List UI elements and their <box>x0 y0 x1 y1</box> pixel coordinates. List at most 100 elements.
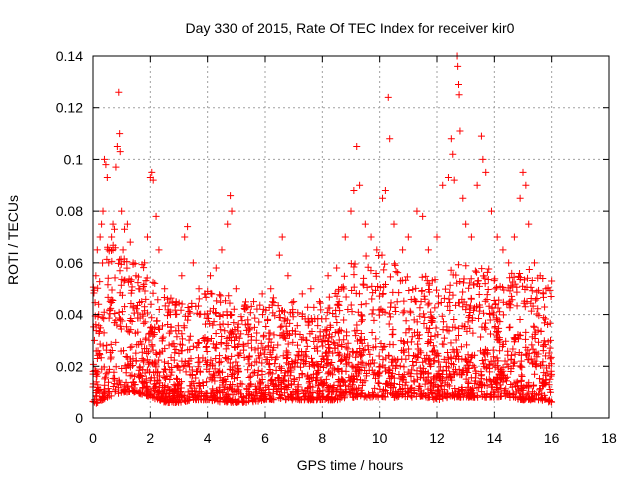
data-point <box>400 297 408 305</box>
data-point <box>400 363 408 371</box>
data-point <box>444 353 452 361</box>
data-point <box>153 369 161 377</box>
data-point <box>335 375 343 383</box>
data-point <box>284 330 292 338</box>
data-point <box>188 378 196 386</box>
data-point <box>374 379 382 387</box>
data-point <box>264 382 272 390</box>
data-point <box>272 366 280 374</box>
data-point <box>524 356 532 364</box>
data-point <box>402 355 410 363</box>
x-tick-label: 10 <box>372 430 388 446</box>
data-point <box>345 382 353 390</box>
data-point <box>316 299 324 307</box>
data-point <box>482 168 490 176</box>
data-point <box>438 382 446 390</box>
data-point <box>195 388 203 396</box>
data-point <box>548 370 556 378</box>
data-point <box>153 317 161 325</box>
data-point <box>202 320 210 328</box>
data-point <box>340 285 348 293</box>
data-point <box>400 307 408 315</box>
data-point <box>207 272 215 280</box>
data-point <box>467 294 475 302</box>
data-point <box>283 359 291 367</box>
data-point <box>386 381 394 389</box>
data-point <box>335 287 343 295</box>
data-point <box>352 353 360 361</box>
data-point <box>360 336 368 344</box>
data-point <box>406 385 414 393</box>
data-point <box>450 361 458 369</box>
data-point <box>138 298 146 306</box>
data-point <box>433 394 441 402</box>
data-point <box>216 374 224 382</box>
data-point <box>155 383 163 391</box>
data-point <box>465 313 473 321</box>
data-point <box>193 344 201 352</box>
data-point <box>323 352 331 360</box>
data-point <box>424 370 432 378</box>
data-point <box>372 269 380 277</box>
data-point <box>483 268 491 276</box>
data-point <box>260 331 268 339</box>
data-point <box>277 395 285 403</box>
data-point <box>298 310 306 318</box>
data-point <box>359 346 367 354</box>
data-point <box>487 330 495 338</box>
data-point <box>466 308 474 316</box>
data-point <box>422 357 430 365</box>
data-point <box>342 343 350 351</box>
data-point <box>464 318 472 326</box>
data-point <box>485 309 493 317</box>
data-point <box>338 388 346 396</box>
data-point <box>389 362 397 370</box>
data-point <box>405 345 413 353</box>
data-point <box>143 233 151 241</box>
data-point <box>154 296 162 304</box>
data-point <box>527 355 535 363</box>
data-point <box>480 272 488 280</box>
data-point <box>518 385 526 393</box>
data-point <box>90 336 98 344</box>
data-point <box>368 329 376 337</box>
data-point <box>195 339 203 347</box>
data-point <box>316 391 324 399</box>
data-point <box>386 135 394 143</box>
data-point <box>532 328 540 336</box>
data-point <box>439 326 447 334</box>
data-point <box>344 339 352 347</box>
data-point <box>352 289 360 297</box>
data-point <box>491 324 499 332</box>
data-point <box>165 299 173 307</box>
data-point <box>141 318 149 326</box>
data-point <box>535 286 543 294</box>
data-point <box>478 323 486 331</box>
data-point <box>202 360 210 368</box>
data-point <box>431 304 439 312</box>
data-point <box>284 349 292 357</box>
data-point <box>100 315 108 323</box>
data-point <box>216 358 224 366</box>
data-point <box>465 284 473 292</box>
data-point <box>421 313 429 321</box>
data-point <box>231 387 239 395</box>
data-point <box>338 342 346 350</box>
data-point <box>409 286 417 294</box>
data-point <box>203 314 211 322</box>
data-point <box>173 333 181 341</box>
data-point <box>282 334 290 342</box>
data-point <box>280 308 288 316</box>
data-point <box>388 358 396 366</box>
data-point <box>488 304 496 312</box>
data-point <box>147 300 155 308</box>
data-point <box>435 369 443 377</box>
data-point <box>510 359 518 367</box>
data-point <box>533 391 541 399</box>
data-point <box>340 378 348 386</box>
data-point <box>102 161 110 169</box>
data-point <box>226 299 234 307</box>
data-point <box>244 320 252 328</box>
data-point <box>435 358 443 366</box>
data-point <box>336 326 344 334</box>
